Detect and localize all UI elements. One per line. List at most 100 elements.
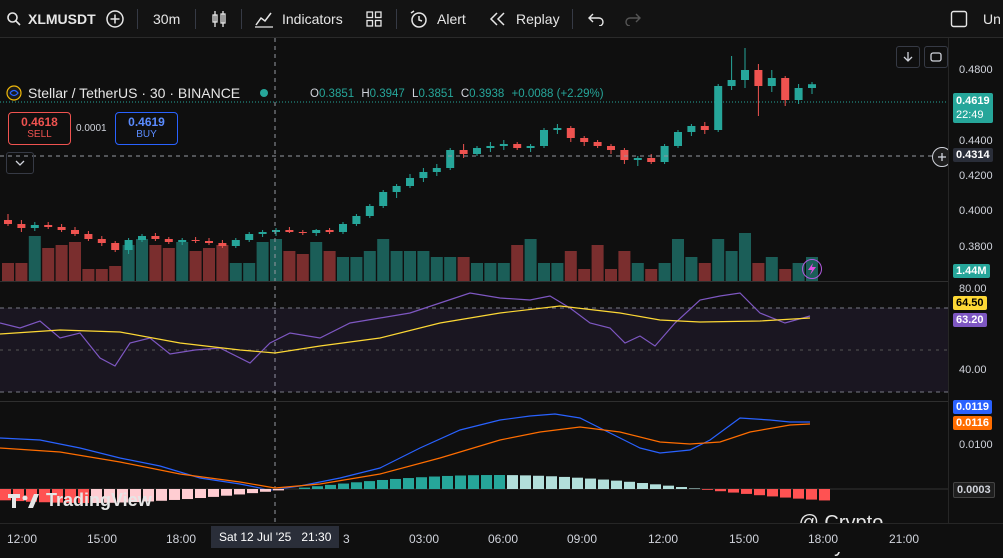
macd-histogram-bar (403, 478, 414, 489)
buy-button[interactable]: 0.4619 BUY (115, 112, 178, 145)
sell-label: SELL (27, 129, 52, 140)
fullscreen-button[interactable] (948, 0, 970, 37)
maximize-pane-button[interactable] (924, 46, 948, 68)
macd-histogram-bar (728, 489, 739, 493)
volume-bar (82, 269, 95, 281)
volume-bar (645, 269, 658, 281)
macd-histogram-bar (65, 489, 76, 503)
open-key: O (310, 88, 319, 100)
candle-body (794, 88, 803, 100)
candle-body (540, 130, 548, 146)
candle-body (687, 126, 696, 132)
macd-histogram-bar (507, 475, 518, 489)
alert-label: Alert (437, 10, 466, 27)
volume-bar (42, 248, 55, 281)
volume-bar (363, 251, 376, 281)
macd-histogram-bar (442, 475, 453, 489)
volume-bar (417, 251, 430, 281)
time-axis[interactable]: 12:00 15:00 18:00 3 03:00 06:00 09:00 12… (0, 523, 1003, 552)
compare-symbol-button[interactable] (104, 0, 126, 37)
time-tick: 12:00 (7, 532, 38, 546)
volume-bar (390, 251, 403, 281)
interval-label: 30m (153, 10, 181, 27)
redo-icon (625, 13, 641, 26)
redo-button[interactable] (623, 0, 643, 37)
layouts-button[interactable] (363, 0, 385, 37)
macd-histogram-bar (429, 476, 440, 489)
chart-canvas[interactable] (0, 38, 948, 523)
volume-bar (471, 263, 483, 281)
candle-body (526, 146, 535, 148)
candle-body (754, 70, 763, 86)
signal-tag: 0.0116 (953, 416, 993, 430)
volume-bar (524, 239, 537, 281)
macd-histogram-bar (221, 489, 232, 496)
volume-bar (457, 257, 470, 281)
symbol-search-button[interactable]: XLMUSDT (6, 0, 96, 37)
candle-body (245, 234, 254, 240)
candle-body (660, 146, 669, 162)
tradingview-logo[interactable]: TradingView (8, 490, 152, 511)
square-icon (950, 10, 968, 27)
macd-histogram-bar (52, 489, 63, 503)
volume-bar (2, 263, 14, 281)
candle-body (4, 220, 12, 224)
candle-body (325, 230, 334, 232)
candle-body (272, 230, 280, 232)
macd-histogram-bar (624, 481, 635, 489)
macd-histogram-bar (572, 477, 583, 489)
indicators-button[interactable]: Indicators (254, 0, 343, 37)
volume-bar (765, 257, 778, 281)
rsi-ma-tag: 64.50 (953, 296, 987, 310)
macd-histogram-bar (299, 487, 310, 489)
candle-body (727, 80, 736, 86)
collapse-legend-button[interactable] (6, 152, 34, 174)
unnamed-layout-label[interactable]: Un (983, 0, 1001, 37)
search-icon (7, 11, 21, 26)
volume-tag: 1.44M (953, 264, 990, 278)
pane-separator[interactable] (0, 281, 1003, 282)
crosshair-price-tag: 0.4314 (953, 148, 993, 162)
sell-button[interactable]: 0.4618 SELL (8, 112, 71, 145)
chart-type-button[interactable] (208, 0, 230, 37)
replay-button[interactable]: Replay (488, 0, 560, 37)
download-button[interactable] (896, 46, 920, 68)
ohlc-readout: O0.3851 H0.3947 L0.3851 C0.3938 +0.0088 … (310, 88, 608, 100)
indicators-icon (255, 12, 273, 28)
interval-button[interactable]: 30m (153, 0, 180, 37)
candle-body (151, 236, 160, 239)
pane-separator[interactable] (0, 401, 1003, 402)
candle-body (97, 239, 106, 243)
volume-bar (136, 239, 148, 281)
candles-icon (212, 10, 226, 27)
time-tick: 03:00 (409, 532, 440, 546)
macd-histogram-bar (39, 489, 50, 503)
candle-body (231, 240, 240, 246)
macd-histogram-bar (247, 489, 258, 494)
lightning-icon[interactable] (802, 259, 822, 279)
candle-body (352, 216, 361, 224)
volume-bar (685, 257, 698, 281)
macd-histogram-bar (468, 475, 479, 489)
alarm-clock-icon (410, 9, 427, 28)
alert-button[interactable]: Alert (409, 0, 466, 37)
candle-body (553, 128, 562, 130)
open-value: 0.3851 (318, 88, 355, 100)
chart-area[interactable]: Stellar / TetherUS · 30 · BINANCE O0.385… (0, 38, 952, 557)
rsi-tick: 40.00 (959, 364, 987, 376)
macd-signal-line (0, 423, 811, 489)
macd-histogram-bar (650, 484, 661, 489)
maximize-icon (930, 52, 942, 62)
macd-tick: 0.0100 (959, 439, 993, 451)
close-value: 0.3938 (469, 88, 505, 100)
chart-legend[interactable]: Stellar / TetherUS · 30 · BINANCE (6, 85, 269, 101)
volume-bar (283, 251, 296, 281)
time-tick: 09:00 (567, 532, 598, 546)
symbol-label: XLMUSDT (28, 10, 96, 27)
macd-histogram-bar (741, 489, 752, 494)
volume-bar (631, 263, 644, 281)
grid-icon (366, 10, 382, 27)
candle-body (781, 78, 790, 100)
macd-histogram-bar (455, 475, 466, 489)
undo-button[interactable] (586, 0, 606, 37)
